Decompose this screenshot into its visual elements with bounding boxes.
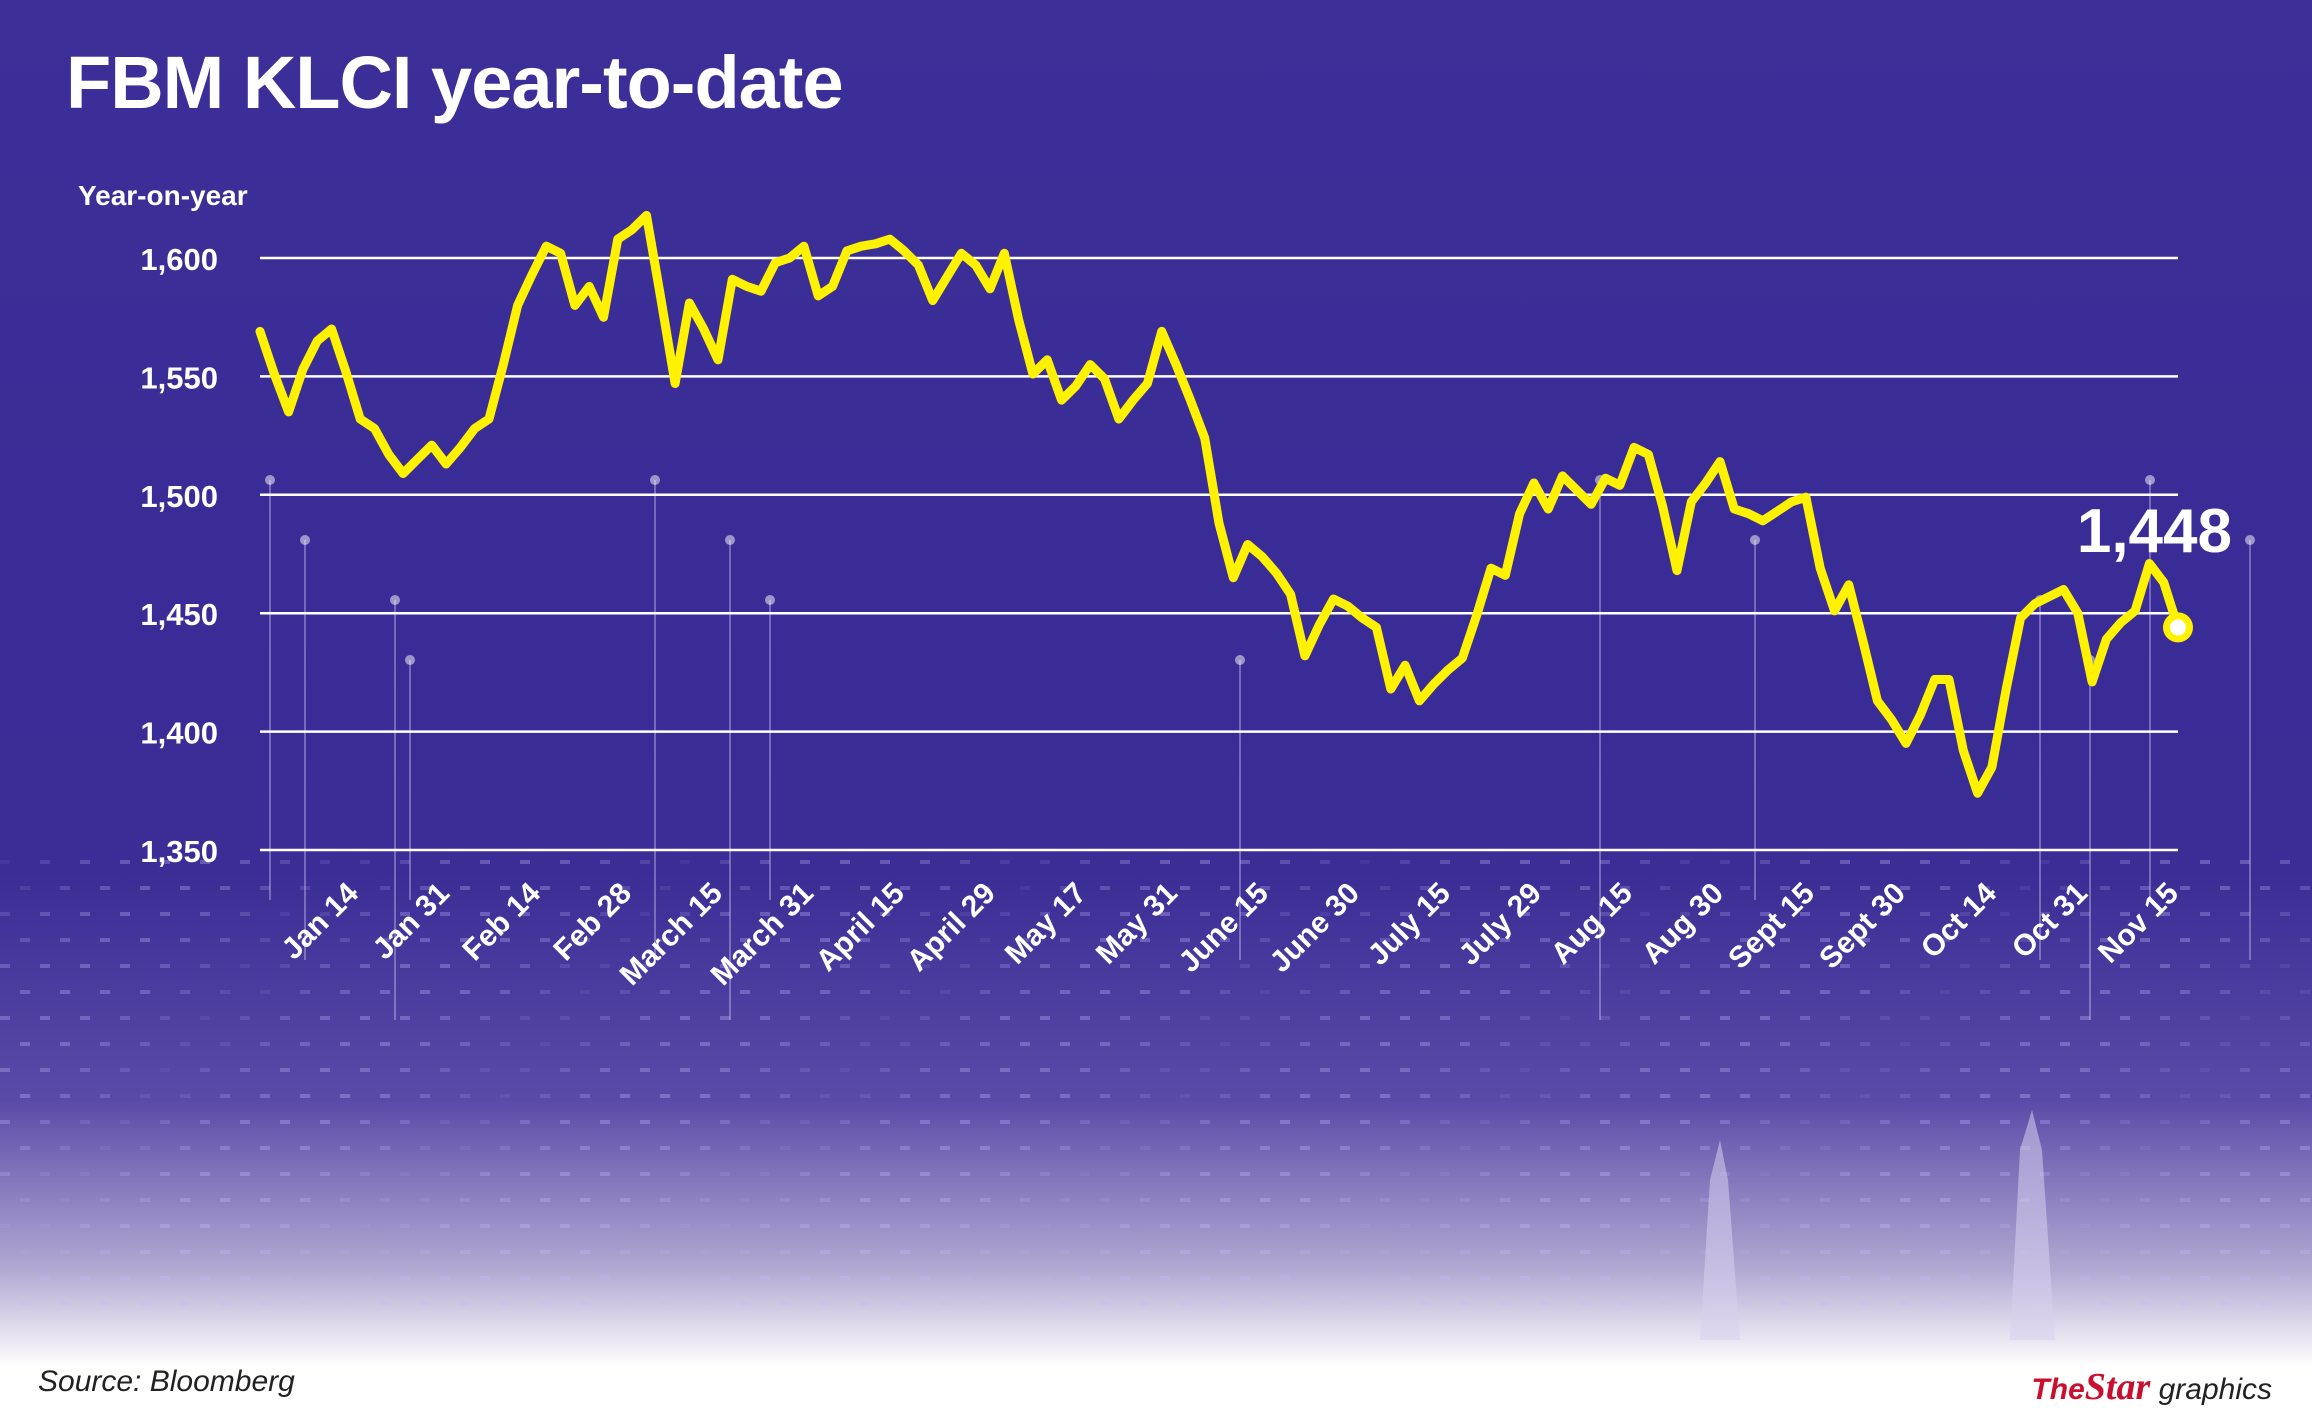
series-line: [255, 210, 2183, 798]
last-point-marker-center: [2170, 619, 2186, 636]
x-tick-label: Sept 15: [1722, 877, 1821, 976]
credit-star-logo: Star: [2084, 1366, 2151, 1408]
y-tick-label: 1,600: [140, 242, 218, 277]
y-tick-label: 1,450: [140, 597, 218, 632]
x-tick-label: July 15: [1362, 877, 1457, 972]
x-tick-label: April 29: [901, 877, 1002, 978]
background-dot-pattern: [0, 860, 2310, 1306]
x-tick-label: Nov 15: [2092, 877, 2185, 970]
last-value-label: 1,448: [2077, 497, 2232, 566]
x-tick-label: May 31: [1090, 877, 1184, 971]
source-note: Source: Bloomberg: [38, 1365, 295, 1398]
x-tick-label: Feb 14: [456, 876, 547, 967]
x-tick-label: Oct 14: [1915, 876, 2003, 964]
gridlines: [260, 256, 2178, 852]
x-tick-label: Jan 14: [276, 876, 366, 966]
x-tick-label: Aug 30: [1636, 877, 1730, 971]
x-tick-label: Aug 15: [1545, 877, 1639, 971]
x-tick-label: May 17: [999, 877, 1093, 971]
publisher-credit: TheStar graphics: [2031, 1365, 2272, 1409]
credit-graphics: graphics: [2158, 1373, 2272, 1406]
skyline-silhouette: [1700, 1110, 2055, 1340]
y-tick-label: 1,500: [140, 479, 218, 514]
x-tick-label: Sept 30: [1813, 877, 1912, 976]
x-tick-label: June 15: [1173, 877, 1275, 979]
x-tick-label: Feb 28: [547, 877, 638, 968]
x-tick-label: Jan 31: [367, 877, 456, 966]
y-tick-label: 1,550: [140, 360, 218, 395]
chart-title: FBM KLCI year-to-date: [66, 41, 844, 124]
background-glow-lines: [265, 475, 2255, 1020]
y-tick-label: 1,350: [140, 834, 218, 869]
x-tick-label: April 15: [810, 877, 911, 978]
x-tick-label: June 30: [1264, 877, 1366, 979]
x-tick-label: July 29: [1453, 877, 1548, 972]
y-tick-label: 1,400: [140, 716, 218, 751]
y-axis-ticks: 1,350 1,400 1,450 1,500 1,550 1,600: [140, 242, 218, 869]
y-axis-label: Year-on-year: [78, 180, 248, 211]
x-tick-label: Oct 31: [2006, 877, 2094, 965]
credit-the: The: [2031, 1373, 2085, 1406]
